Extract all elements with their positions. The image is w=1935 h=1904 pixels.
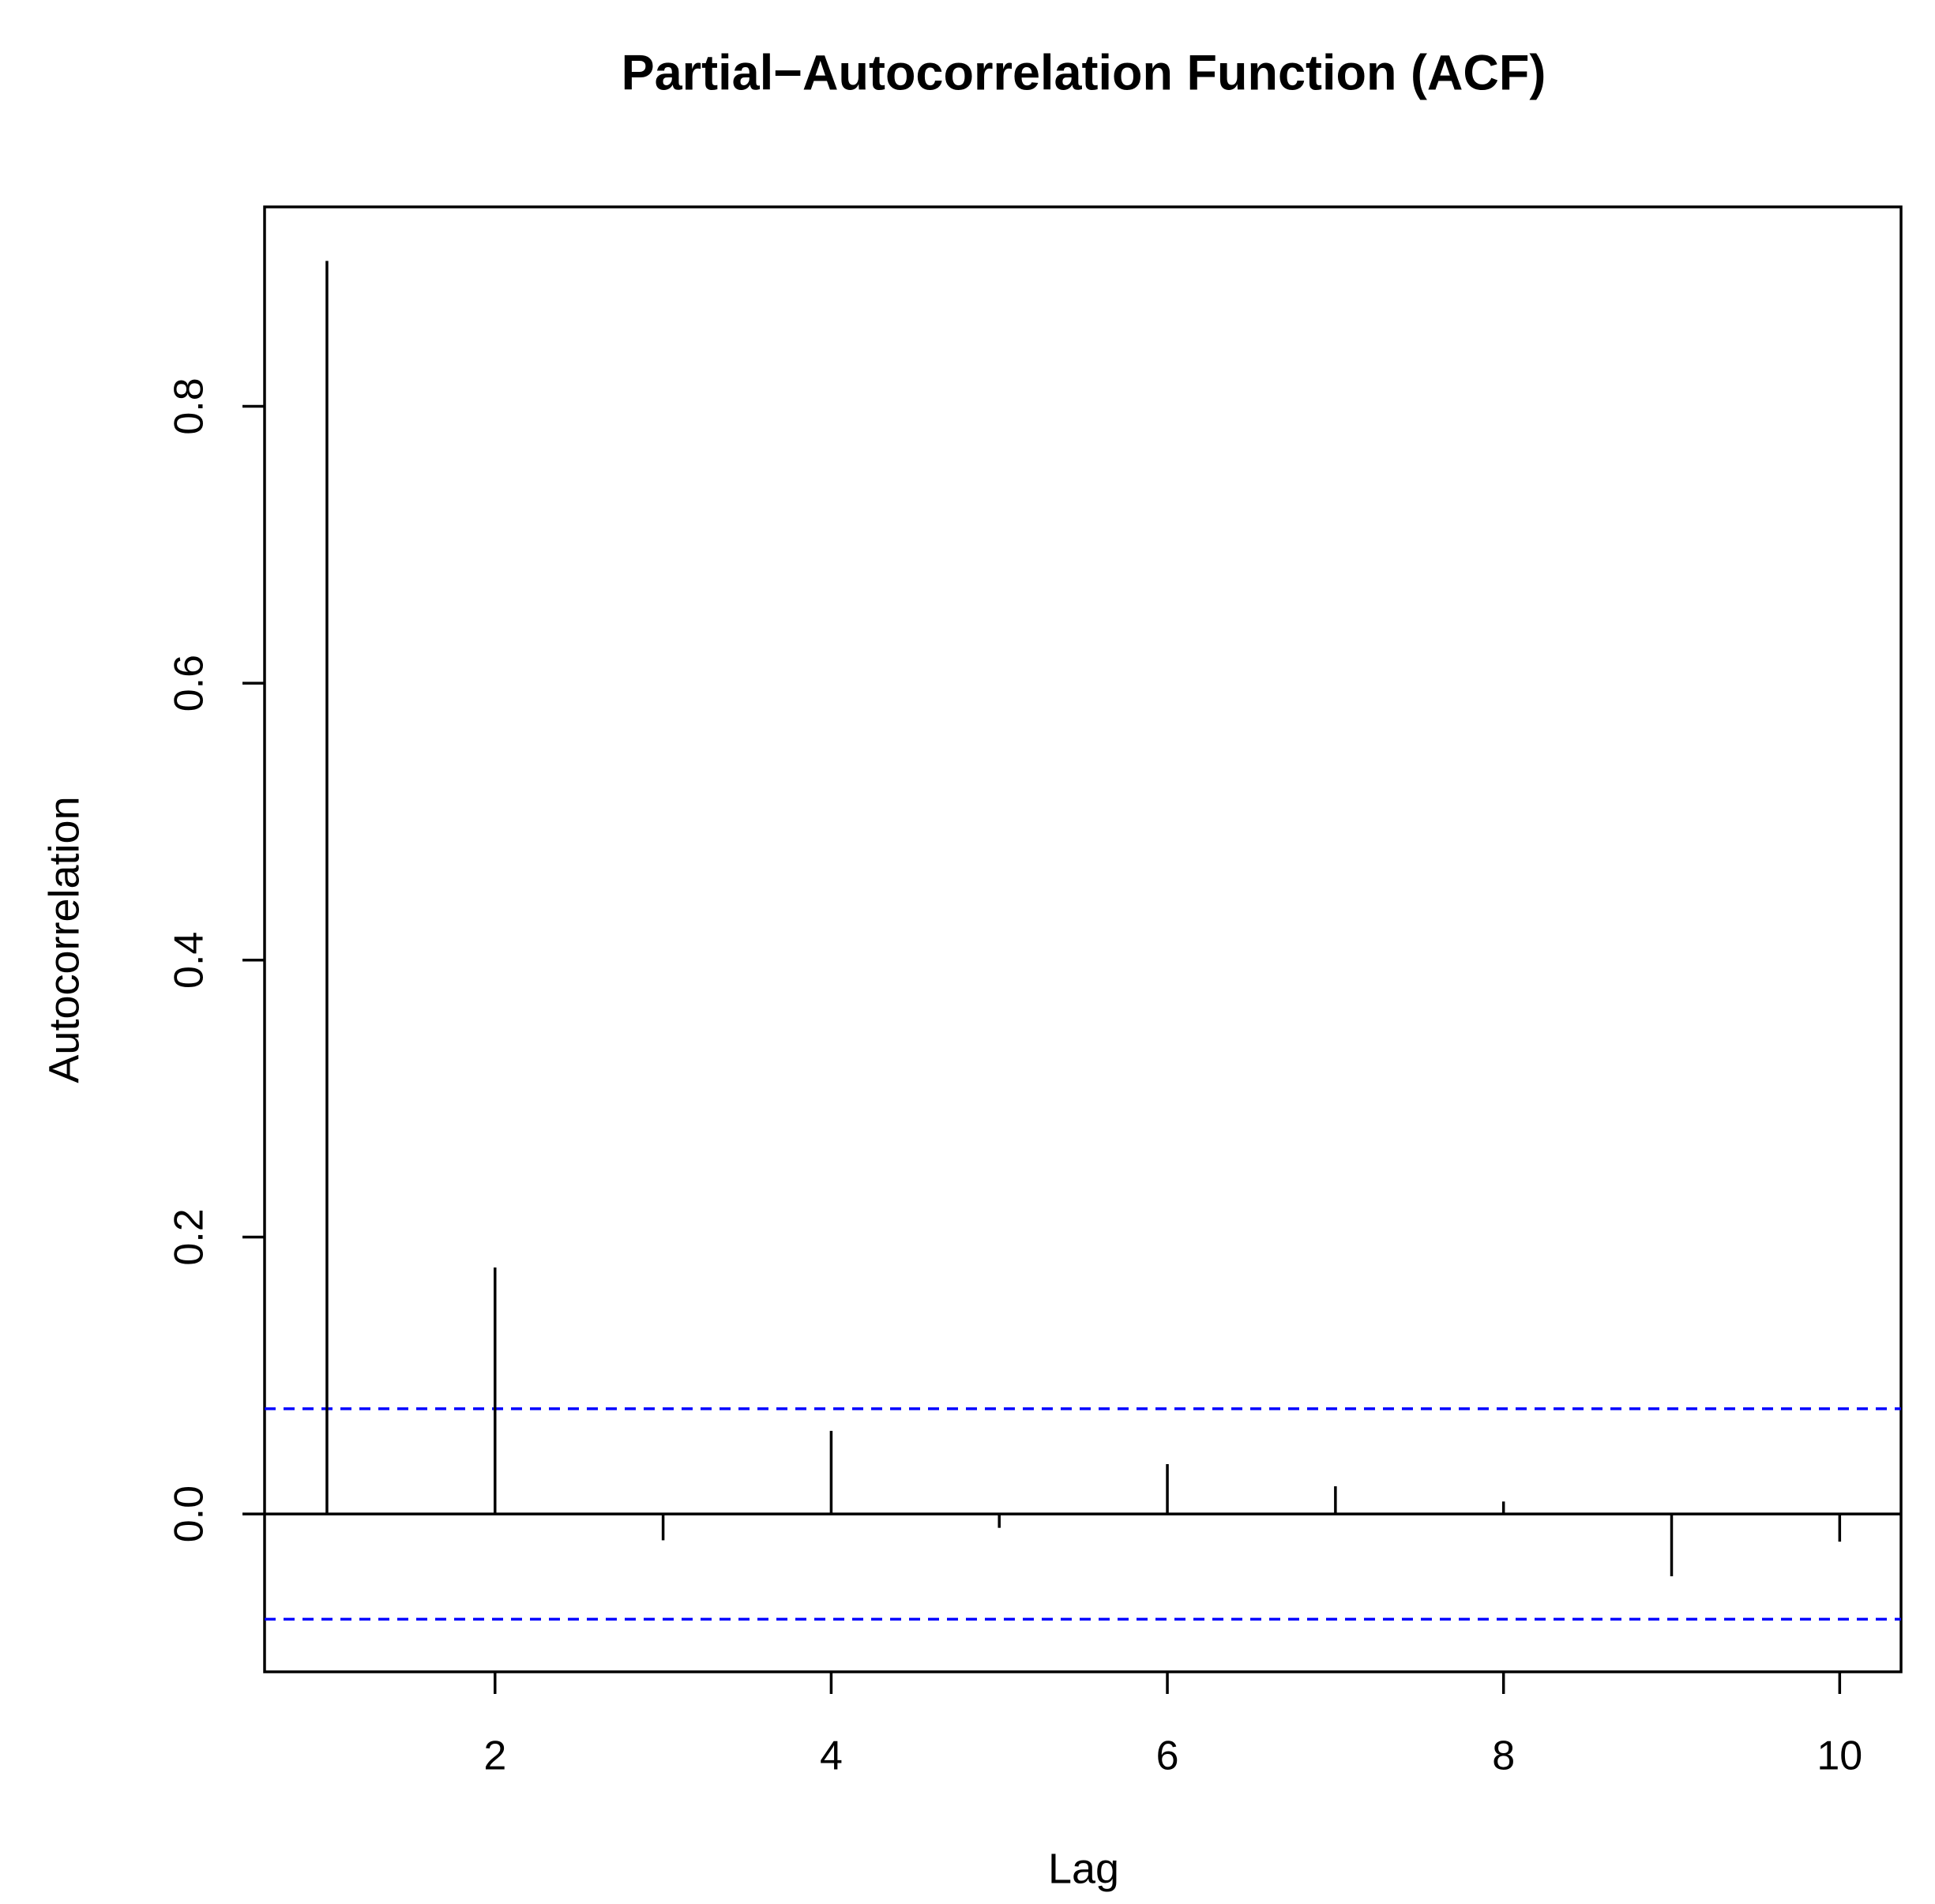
y-tick-label: 0.6 xyxy=(167,655,212,712)
plot-frame xyxy=(263,205,1903,1673)
x-tick-label: 10 xyxy=(1817,1733,1862,1779)
y-tick-label: 0.8 xyxy=(167,377,212,434)
chart-title: Partial−Autocorrelation Function (ACF) xyxy=(622,46,1546,101)
x-tick-label: 2 xyxy=(483,1733,506,1779)
x-tick-label: 6 xyxy=(1156,1733,1179,1779)
y-tick-label: 0.4 xyxy=(167,932,212,989)
x-axis-label: Lag xyxy=(1048,1845,1119,1892)
y-tick-label: 0.0 xyxy=(167,1485,212,1542)
x-tick-label: 4 xyxy=(820,1733,843,1779)
x-tick-label: 8 xyxy=(1492,1733,1515,1779)
y-tick-label: 0.2 xyxy=(167,1208,212,1265)
y-axis-label: Autocorrelation xyxy=(40,796,88,1083)
